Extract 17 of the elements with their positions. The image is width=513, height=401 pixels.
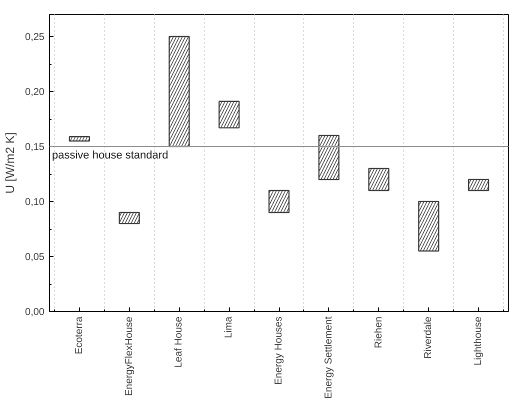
- y-axis-title: U [W/m2 K]: [3, 132, 18, 194]
- y-tick-label: 0,20: [25, 87, 45, 98]
- x-tick-label: EnergyFlexHouse: [124, 316, 135, 396]
- y-tick-label: 0,15: [25, 142, 45, 153]
- x-tick-label: Lima: [224, 316, 235, 338]
- y-tick-label: 0,05: [25, 252, 45, 263]
- y-tick-label: 0,00: [25, 307, 45, 318]
- x-tick-label: Energy Houses: [274, 316, 284, 385]
- x-tick-label: Ecoterra: [74, 316, 85, 354]
- x-tick-label: Energy Settlement: [323, 316, 334, 399]
- y-tick-label: 0,10: [25, 197, 45, 208]
- x-tick-label: Riehen: [373, 316, 384, 348]
- ref-line-label: passive house standard: [52, 150, 168, 162]
- x-tick-label: Leaf House: [174, 316, 185, 368]
- y-tick-label: 0,25: [25, 32, 45, 43]
- x-tick-label: Lighthouse: [473, 316, 484, 366]
- x-tick-label: Riverdale: [423, 316, 434, 359]
